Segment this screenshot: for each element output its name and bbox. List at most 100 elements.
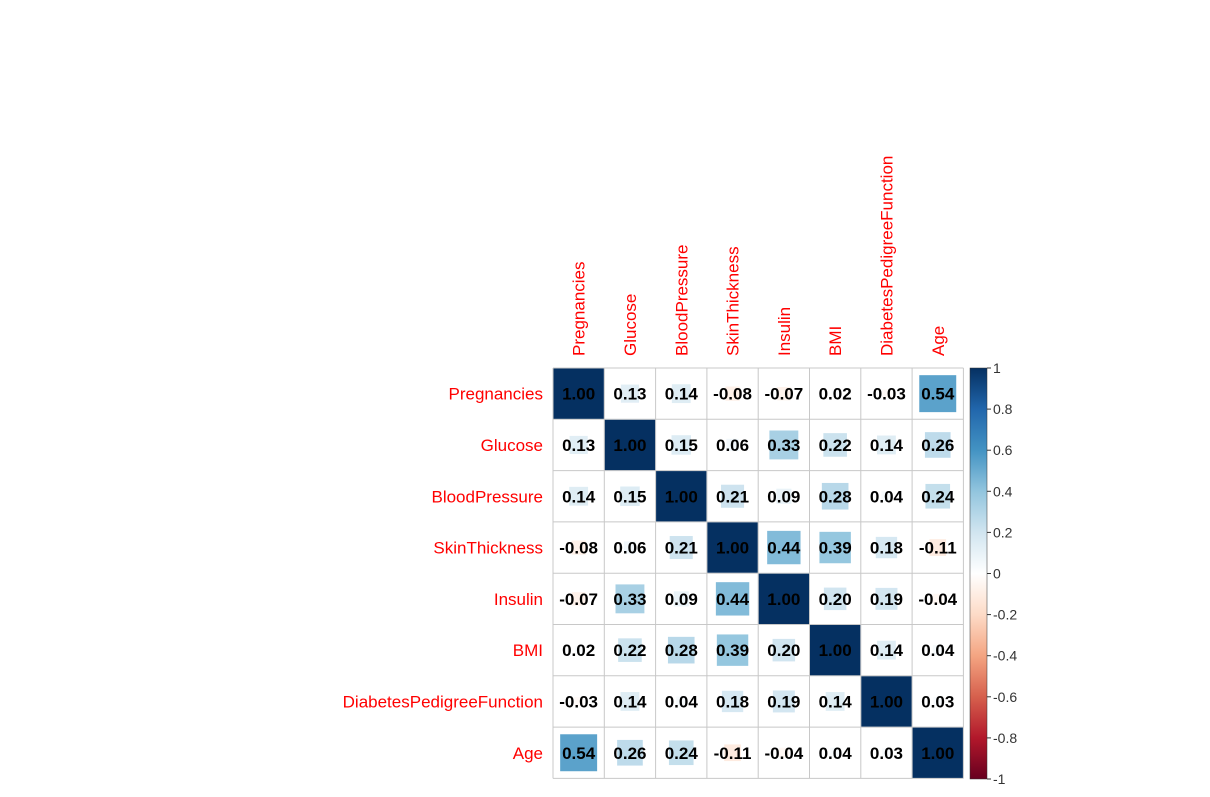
- row-label-Pregnancies: Pregnancies: [448, 385, 543, 404]
- colorbar: 1 0.8 0.6 0.4 0.2 0 -0.2 -0.4 -0.6 -0.8 -1: [969, 360, 1017, 787]
- corr-cell-Insulin-Glucose: [615, 584, 645, 614]
- corr-cell-Pregnancies-Glucose: [620, 384, 640, 403]
- corr-value-Age-Pregnancies: 0.54: [562, 744, 596, 763]
- corr-value-BloodPressure-Pregnancies: 0.14: [562, 487, 596, 506]
- col-label-BMI: BMI: [826, 326, 845, 356]
- corr-cell-DiabetesPedigreeFunction-Glucose: [620, 692, 640, 711]
- corr-value-Pregnancies-SkinThickness: -0.08: [713, 385, 752, 404]
- corr-value-Pregnancies-BloodPressure: 0.14: [665, 385, 699, 404]
- corr-cell-BMI-Pregnancies: [575, 646, 583, 654]
- corr-value-SkinThickness-SkinThickness: 1.00: [716, 539, 749, 558]
- corr-cell-BMI-Glucose: [618, 638, 642, 662]
- corr-value-SkinThickness-Age: -0.11: [919, 539, 957, 558]
- colorbar-tick-label: 0.4: [993, 483, 1013, 499]
- corr-value-Glucose-DiabetesPedigreeFunction: 0.14: [870, 436, 904, 455]
- corr-cell-BloodPressure-Age: [925, 483, 951, 509]
- colorbar-tick-label: -0.8: [993, 730, 1017, 746]
- corr-cell-BloodPressure-BloodPressure: [656, 471, 707, 522]
- corr-cell-Age-Insulin: [778, 747, 789, 758]
- corr-cell-Insulin-Age: [932, 593, 943, 604]
- corr-value-BloodPressure-Glucose: 0.15: [613, 487, 646, 506]
- corr-value-Pregnancies-Pregnancies: 1.00: [562, 385, 595, 404]
- row-label-Age: Age: [513, 744, 543, 763]
- corr-cell-Age-SkinThickness: [724, 744, 741, 762]
- corr-value-DiabetesPedigreeFunction-Glucose: 0.14: [613, 692, 647, 711]
- colorbar-tick-label: -0.4: [993, 648, 1017, 664]
- corr-value-SkinThickness-DiabetesPedigreeFunction: 0.18: [870, 539, 903, 558]
- corr-cell-BloodPressure-Pregnancies: [569, 486, 589, 506]
- col-labels: Pregnancies Glucose BloodPressure SkinThick…: [570, 156, 948, 356]
- corr-cell-Age-Glucose: [617, 739, 643, 766]
- values-layer: 1.00 0.13 0.14 -0.08 -0.07 0.02 -0.03 0.54 0.13 1…: [559, 385, 957, 763]
- corr-value-Pregnancies-Age: 0.54: [921, 385, 955, 404]
- corr-cell-BloodPressure-DiabetesPedigreeFunction: [881, 491, 892, 502]
- corr-value-DiabetesPedigreeFunction-BloodPressure: 0.04: [665, 692, 699, 711]
- corr-value-BloodPressure-Insulin: 0.09: [767, 487, 800, 506]
- col-label-Pregnancies: Pregnancies: [570, 261, 589, 356]
- corr-value-Insulin-Insulin: 1.00: [767, 590, 800, 609]
- corr-cell-DiabetesPedigreeFunction-BloodPressure: [676, 696, 687, 707]
- corr-cell-Age-BloodPressure: [668, 740, 694, 766]
- row-label-BloodPressure: BloodPressure: [431, 487, 543, 506]
- corr-value-Insulin-Glucose: 0.33: [613, 590, 646, 609]
- corr-value-DiabetesPedigreeFunction-Pregnancies: -0.03: [559, 692, 598, 711]
- corr-value-Insulin-SkinThickness: 0.44: [716, 590, 750, 609]
- corr-cell-DiabetesPedigreeFunction-Pregnancies: [574, 697, 583, 706]
- corr-cell-Pregnancies-Insulin: [777, 387, 791, 401]
- corr-value-Glucose-Age: 0.26: [921, 436, 954, 455]
- corr-cell-Age-BMI: [830, 747, 841, 758]
- corr-value-Pregnancies-Insulin: -0.07: [764, 385, 803, 404]
- corr-cell-Glucose-DiabetesPedigreeFunction: [877, 435, 896, 455]
- corr-cell-Insulin-DiabetesPedigreeFunction: [875, 587, 898, 610]
- corr-value-DiabetesPedigreeFunction-BMI: 0.14: [819, 692, 853, 711]
- corr-cell-BMI-Age: [932, 645, 943, 656]
- row-label-SkinThickness: SkinThickness: [433, 539, 543, 558]
- corr-value-DiabetesPedigreeFunction-Insulin: 0.19: [767, 692, 800, 711]
- corr-value-BMI-SkinThickness: 0.39: [716, 641, 749, 660]
- row-label-Glucose: Glucose: [481, 436, 543, 455]
- corr-cell-Pregnancies-Pregnancies: [553, 368, 604, 419]
- corr-cell-BloodPressure-SkinThickness: [721, 484, 745, 508]
- corr-value-BloodPressure-SkinThickness: 0.21: [716, 487, 749, 506]
- corr-value-Insulin-Pregnancies: -0.07: [559, 590, 598, 609]
- corr-cell-Age-DiabetesPedigreeFunction: [882, 748, 891, 758]
- corr-value-SkinThickness-Pregnancies: -0.08: [559, 539, 598, 558]
- corr-cell-BMI-BloodPressure: [667, 636, 695, 664]
- corr-value-Glucose-Pregnancies: 0.13: [562, 436, 595, 455]
- corr-value-BMI-BMI: 1.00: [819, 641, 852, 660]
- corr-cell-Pregnancies-BloodPressure: [671, 384, 691, 404]
- corr-value-BMI-Insulin: 0.20: [767, 641, 800, 660]
- corr-value-Pregnancies-Glucose: 0.13: [613, 385, 646, 404]
- corr-cell-DiabetesPedigreeFunction-Insulin: [772, 690, 795, 713]
- corr-cell-Glucose-Pregnancies: [569, 435, 588, 455]
- corr-cell-BMI-DiabetesPedigreeFunction: [877, 640, 896, 660]
- corr-value-Insulin-Age: -0.04: [918, 590, 957, 609]
- corr-cell-Pregnancies-BMI: [831, 390, 839, 398]
- corr-cell-DiabetesPedigreeFunction-SkinThickness: [721, 690, 744, 713]
- corr-value-Age-Insulin: -0.04: [764, 744, 803, 763]
- corr-cell-SkinThickness-Pregnancies: [571, 540, 586, 555]
- corr-value-Glucose-Glucose: 1.00: [613, 436, 646, 455]
- corr-value-Age-Age: 1.00: [921, 744, 954, 763]
- colorbar-tick-label: 1: [993, 360, 1001, 376]
- corr-cell-Glucose-SkinThickness: [726, 438, 739, 452]
- col-label-DiabetesPedigreeFunction: DiabetesPedigreeFunction: [877, 156, 896, 356]
- colorbar-tick-label: 0.8: [993, 401, 1013, 417]
- corr-cell-Glucose-Insulin: [769, 430, 799, 460]
- corr-value-Glucose-BMI: 0.22: [819, 436, 852, 455]
- corr-value-DiabetesPedigreeFunction-SkinThickness: 0.18: [716, 692, 749, 711]
- corr-cell-SkinThickness-SkinThickness: [707, 522, 758, 573]
- corr-cell-SkinThickness-DiabetesPedigreeFunction: [875, 536, 898, 559]
- corr-value-Age-BMI: 0.04: [819, 744, 853, 763]
- row-label-BMI: BMI: [513, 641, 543, 660]
- corr-value-Insulin-DiabetesPedigreeFunction: 0.19: [870, 590, 903, 609]
- corr-cell-BloodPressure-Glucose: [620, 486, 640, 506]
- corr-value-Age-DiabetesPedigreeFunction: 0.03: [870, 744, 903, 763]
- corr-value-BMI-BloodPressure: 0.28: [665, 641, 698, 660]
- row-label-Insulin: Insulin: [494, 590, 543, 609]
- col-label-Glucose: Glucose: [621, 294, 640, 356]
- corr-cell-BMI-Insulin: [772, 638, 796, 662]
- corr-value-BloodPressure-DiabetesPedigreeFunction: 0.04: [870, 487, 904, 506]
- corr-cell-Glucose-BMI: [823, 433, 847, 457]
